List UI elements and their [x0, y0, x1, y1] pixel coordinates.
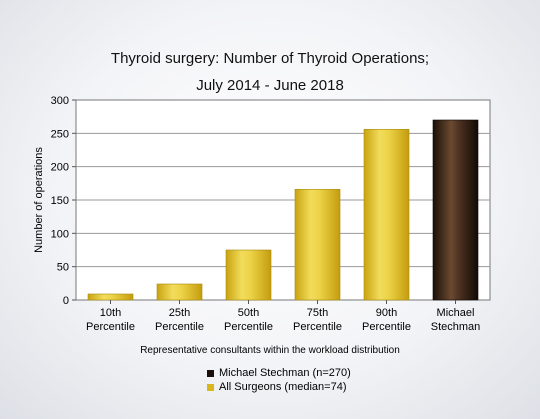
legend-label-surgeon: Michael Stechman (n=270) [219, 367, 351, 379]
gridlines [76, 132, 490, 268]
x-tick-label: 10th [100, 307, 121, 319]
y-tick-label: 250 [51, 128, 69, 140]
x-tick-label: Percentile [155, 321, 204, 333]
y-tick-label: 50 [57, 262, 69, 274]
legend-item-surgeon: Michael Stechman (n=270) [207, 366, 351, 380]
legend-swatch-all-surgeons [207, 383, 214, 391]
x-tick-label: 50th [238, 307, 259, 319]
y-tick-label: 100 [51, 228, 69, 240]
legend: Michael Stechman (n=270) All Surgeons (m… [207, 366, 351, 394]
legend-swatch-surgeon [207, 369, 214, 377]
x-tick-label: 25th [169, 307, 190, 319]
bar-michael-stechman [432, 119, 479, 301]
y-tick-label: 150 [51, 195, 69, 207]
x-tick-label: Stechman [431, 321, 481, 333]
bar-75th-percentile [294, 189, 341, 301]
y-axis-label: Number of operations [33, 147, 45, 253]
x-tick-label: 90th [376, 307, 397, 319]
bars [87, 119, 479, 301]
x-tick-label: Michael [437, 307, 475, 319]
legend-label-all-surgeons: All Surgeons (median=74) [219, 381, 347, 393]
x-tick-label: Percentile [293, 321, 342, 333]
y-tick-label: 300 [51, 95, 69, 107]
x-axis-label: Representative consultants within the wo… [140, 345, 400, 356]
chart-title-line-2: July 2014 - June 2018 [196, 77, 344, 94]
y-tick-label: 200 [51, 162, 69, 174]
bar-90th-percentile [363, 129, 410, 301]
bar-25th-percentile [156, 283, 203, 301]
y-tick-label: 0 [63, 295, 69, 307]
bar-10th-percentile [87, 293, 134, 301]
chart-title-line-1: Thyroid surgery: Number of Thyroid Opera… [110, 50, 430, 67]
x-tick-label: Percentile [86, 321, 135, 333]
x-tick-label: Percentile [224, 321, 273, 333]
x-axis-ticks: 10th Percentile 25th Percentile 50th Percenti… [86, 300, 480, 333]
y-axis-ticks: 0 50 100 150 200 250 300 [51, 95, 76, 307]
x-tick-label: 75th [307, 307, 328, 319]
bar-50th-percentile [225, 249, 272, 301]
x-tick-label: Percentile [362, 321, 411, 333]
legend-item-all-surgeons: All Surgeons (median=74) [207, 380, 351, 394]
